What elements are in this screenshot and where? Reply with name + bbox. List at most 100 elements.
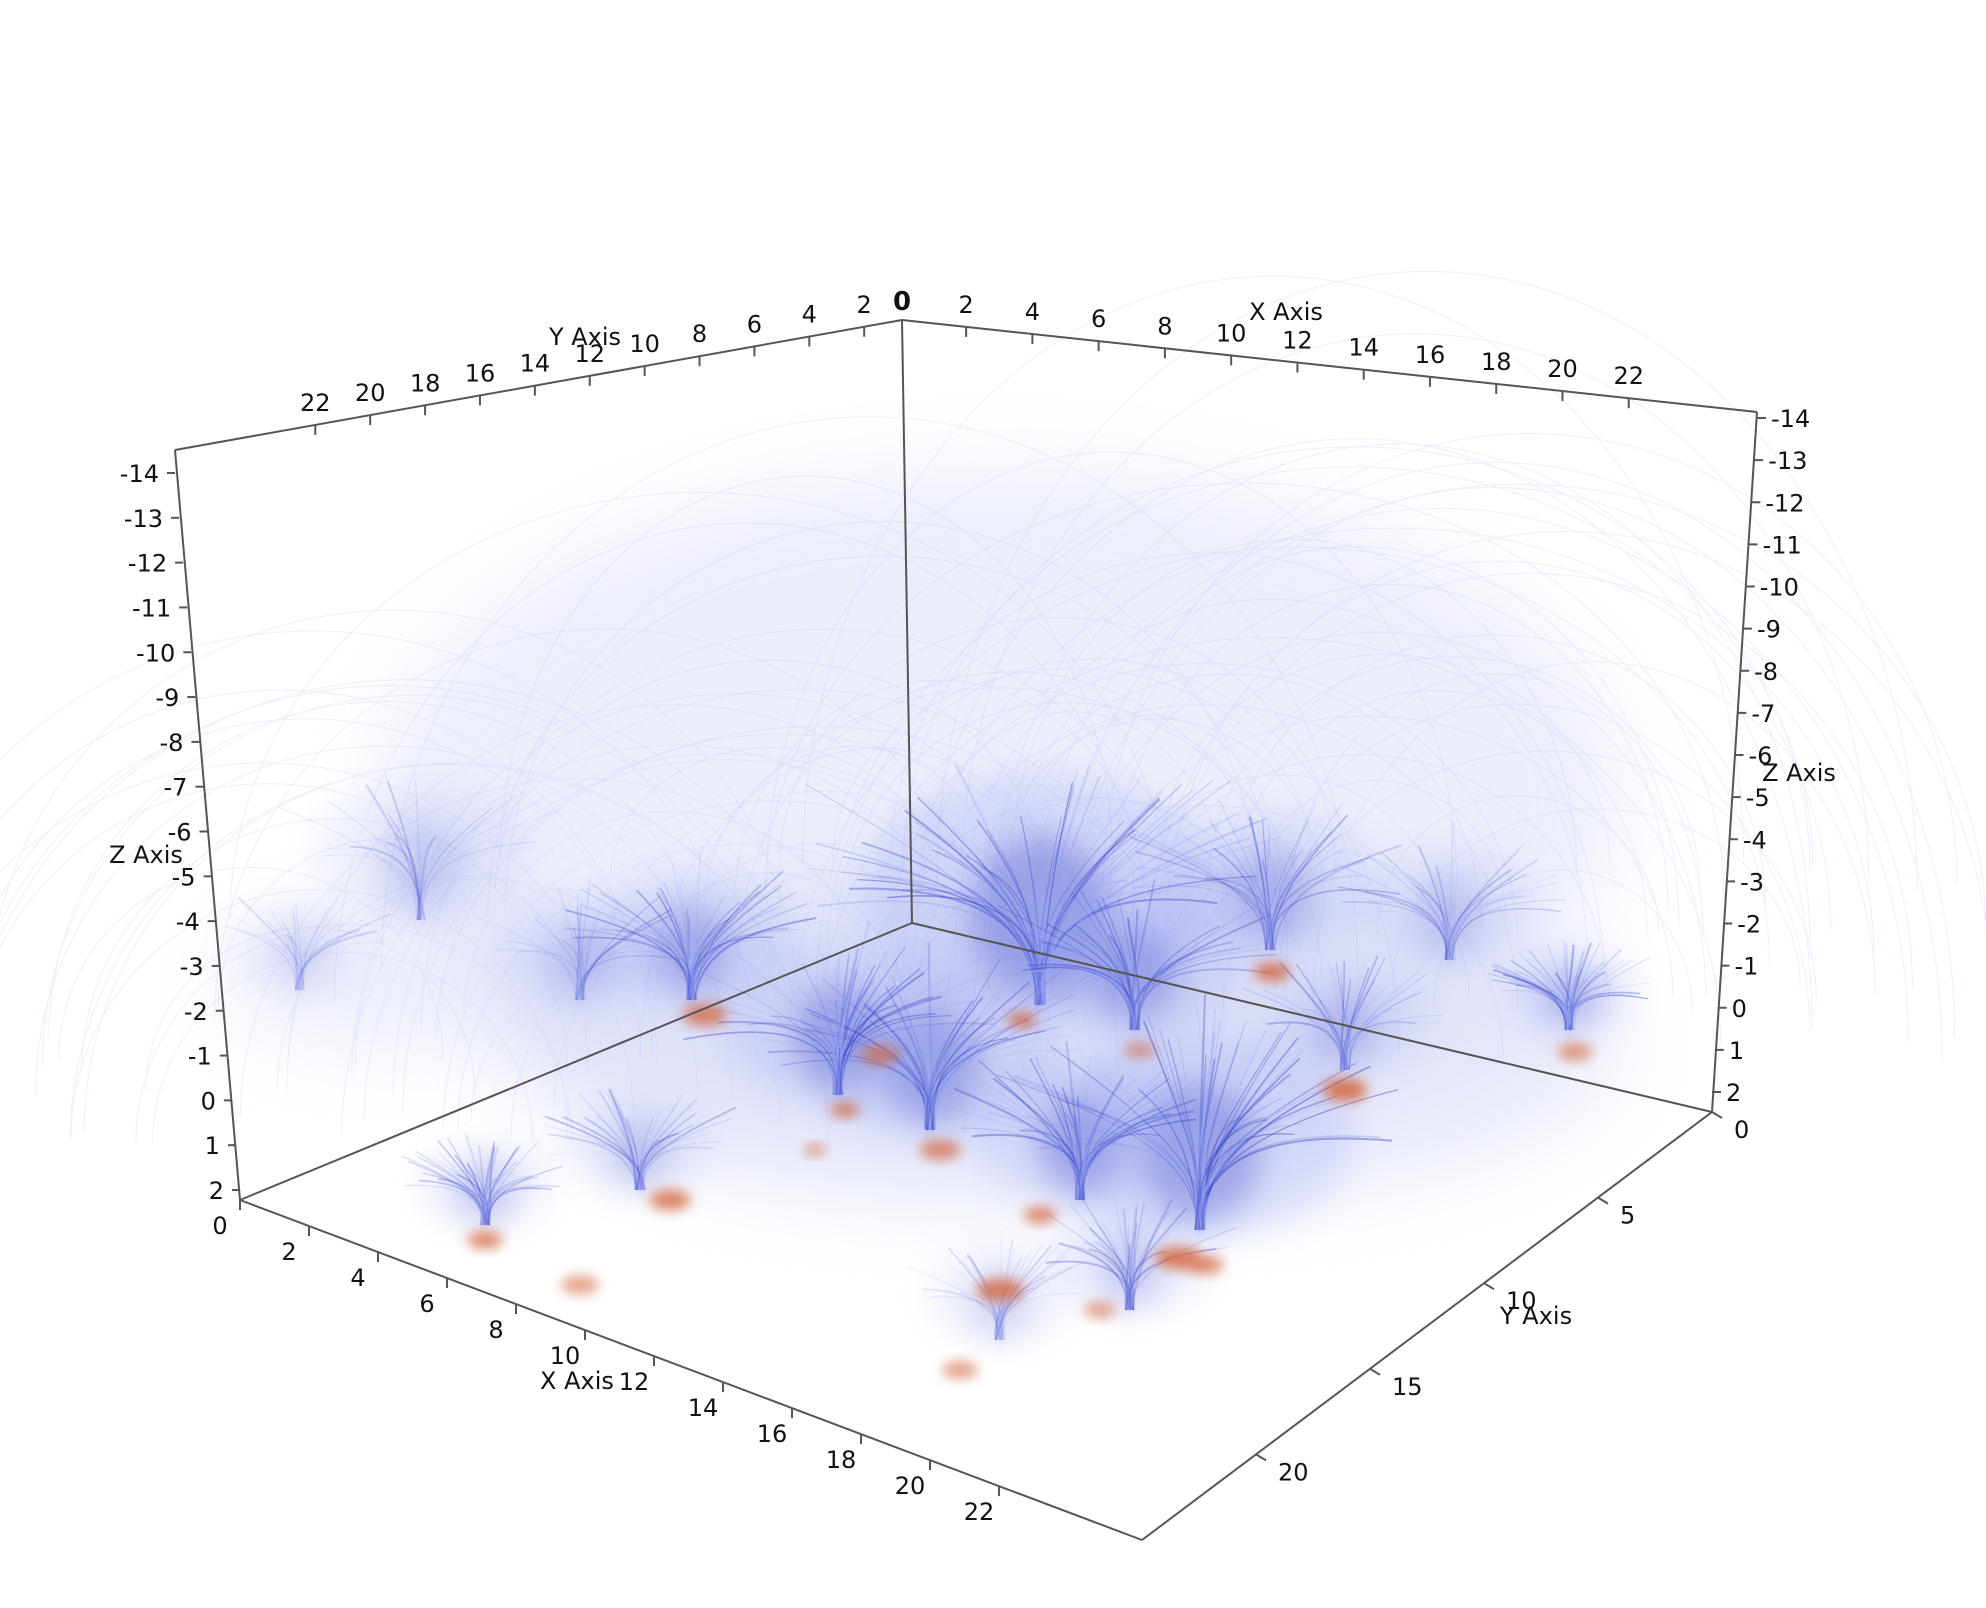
z-right-tick-label: -3 — [1740, 868, 1764, 896]
field-strand — [1081, 1110, 1194, 1201]
z-right-tick-label: 0 — [1732, 995, 1747, 1023]
z-left-tick-label: -1 — [188, 1043, 212, 1071]
field-strand — [839, 1015, 952, 1096]
x-bottom-tick-label: 18 — [826, 1446, 857, 1474]
field-strand — [576, 895, 662, 1001]
field-strand — [1268, 802, 1344, 951]
field-strand — [1134, 968, 1270, 1031]
field-strand — [641, 1106, 737, 1191]
field-strand — [972, 1133, 1084, 1201]
y-bottom-tick — [1369, 1367, 1381, 1376]
field-strand — [839, 1012, 903, 1096]
footpoints — [467, 962, 1593, 1379]
field-strand — [1025, 1114, 1084, 1201]
field-strand — [953, 1087, 1085, 1201]
z-right-tick-label: -9 — [1757, 616, 1781, 644]
z-left-tick-label: -4 — [176, 908, 200, 936]
x-top-tick-label: 22 — [1613, 362, 1644, 390]
field-strand — [841, 957, 983, 1096]
edge-top-y-axis — [174, 319, 903, 451]
footpoint-4 — [919, 1139, 961, 1161]
z-left-tick-label: -13 — [124, 505, 163, 533]
field-strand — [930, 1034, 1073, 1131]
field-strand — [839, 1025, 951, 1096]
field-strand — [209, 901, 304, 991]
field-strand — [1346, 973, 1427, 1071]
z-left-tick-label: 0 — [201, 1087, 216, 1115]
field-strand — [420, 797, 543, 921]
footpoint-17 — [649, 1189, 691, 1211]
y-top-tick-label: 10 — [629, 330, 660, 358]
z-right-tick-label: -5 — [1746, 784, 1770, 812]
field-trunk — [415, 847, 426, 921]
field-strand — [1094, 1220, 1136, 1311]
y-top-tick-label: 18 — [410, 369, 441, 397]
field-strand — [1001, 1266, 1066, 1341]
field-strand — [1271, 849, 1304, 951]
field-strand — [1346, 969, 1421, 1071]
field-strand — [488, 1140, 541, 1226]
field-cluster — [401, 1133, 564, 1229]
field-cluster — [278, 772, 561, 926]
y-bottom-tick — [1483, 1282, 1495, 1291]
field-strand — [563, 1137, 643, 1191]
field-strand — [1079, 1098, 1196, 1201]
field-strand — [581, 925, 598, 1001]
field-strand — [1451, 908, 1562, 961]
field-cluster — [936, 1041, 1219, 1206]
field-arc — [899, 438, 1813, 1030]
field-arc — [463, 811, 877, 1018]
field-arc — [70, 889, 569, 1139]
x-bottom-tick-label: 20 — [895, 1472, 926, 1500]
field-strand — [839, 968, 921, 1096]
footpoint-15 — [1322, 1078, 1368, 1102]
field-strand — [971, 1266, 1004, 1341]
footpoint-14 — [561, 1275, 599, 1295]
y-bottom-tick — [1711, 1111, 1723, 1119]
field-strand — [1449, 890, 1524, 961]
y-top-tick-label: 4 — [802, 301, 817, 329]
field-strand — [840, 965, 932, 1096]
field-strand — [840, 947, 906, 1096]
field-strand — [487, 1187, 552, 1226]
field-strand — [1573, 959, 1634, 1031]
field-strand — [1082, 1078, 1125, 1201]
field-cluster — [1488, 939, 1651, 1034]
field-arc — [1108, 583, 1669, 910]
field-strand — [422, 1172, 490, 1226]
field-strand — [1345, 957, 1386, 1071]
field-strand — [771, 1015, 842, 1096]
field-strand — [419, 822, 484, 921]
field-strand — [1065, 1113, 1085, 1201]
field-arc — [988, 443, 1811, 948]
field-strand — [840, 998, 986, 1096]
field-trunk — [1192, 1126, 1209, 1231]
y-bottom-tick-label: 5 — [1620, 1202, 1635, 1230]
x-bottom-tick-label: 14 — [688, 1394, 719, 1422]
y-top-tick-label: 20 — [355, 379, 386, 407]
z-left-tick-label: -6 — [168, 819, 192, 847]
field-strand — [245, 931, 304, 991]
field-arc — [1159, 654, 1611, 863]
field-strand — [387, 813, 422, 921]
field-trunk — [296, 941, 305, 991]
footpoint-19 — [976, 1278, 1024, 1302]
z-axis-title-left: Z Axis — [109, 841, 183, 869]
field-trunk — [1445, 898, 1456, 961]
field-strand — [1447, 893, 1534, 961]
field-arc — [1102, 433, 1958, 885]
field-strand — [1202, 1037, 1299, 1231]
y-top-tick-label: 16 — [465, 359, 496, 387]
field-strand — [1261, 859, 1274, 951]
z-left-tick-label: -7 — [164, 774, 188, 802]
field-trunk — [831, 1015, 846, 1096]
y-top-tick-label: 2 — [857, 291, 872, 319]
field-strand — [581, 908, 673, 1001]
field-strand — [580, 950, 657, 1001]
x-top-tick-label: 4 — [1025, 298, 1040, 326]
field-strand — [1348, 1007, 1399, 1071]
edge-floor-back-left — [239, 922, 913, 1201]
field-cluster — [1130, 798, 1403, 956]
field-strand — [420, 800, 474, 921]
footpoint-18 — [942, 1361, 978, 1379]
